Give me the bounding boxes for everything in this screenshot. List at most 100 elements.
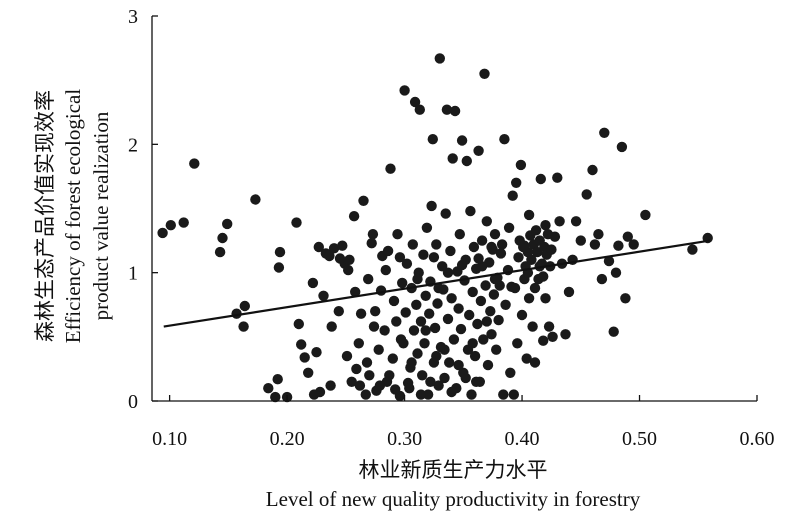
data-point	[341, 350, 353, 362]
data-point	[250, 194, 261, 205]
data-point	[516, 309, 528, 321]
data-point	[461, 155, 472, 167]
data-point	[442, 313, 454, 325]
data-point	[446, 293, 457, 304]
data-point	[367, 229, 379, 240]
data-point	[214, 246, 226, 258]
data-point	[325, 380, 336, 391]
data-point	[460, 372, 471, 384]
data-point	[448, 334, 460, 345]
data-point	[415, 316, 427, 327]
data-point	[368, 321, 380, 332]
data-point	[346, 376, 357, 387]
data-point	[512, 338, 523, 349]
y-tick-label: 0	[128, 391, 138, 413]
data-point	[414, 104, 425, 115]
data-point	[535, 173, 546, 185]
points-layer	[157, 53, 713, 403]
data-point	[380, 264, 391, 276]
data-point	[442, 267, 454, 278]
data-point	[318, 290, 329, 301]
data-point	[397, 277, 408, 289]
data-point	[511, 177, 522, 188]
data-point	[505, 367, 516, 378]
data-point	[465, 205, 476, 217]
data-point	[293, 318, 304, 330]
data-point	[529, 357, 541, 368]
data-point	[486, 329, 497, 340]
data-point	[390, 384, 401, 395]
y-tick-label: 3	[128, 6, 138, 28]
data-point	[622, 231, 633, 242]
data-point	[406, 357, 417, 368]
data-point	[361, 357, 373, 368]
data-point	[640, 209, 651, 221]
data-point	[549, 231, 561, 242]
data-point	[418, 249, 429, 260]
data-point	[337, 240, 348, 251]
data-point	[468, 241, 480, 253]
data-point	[404, 383, 415, 394]
data-point	[415, 389, 427, 400]
data-point	[473, 145, 484, 156]
data-point	[303, 367, 314, 378]
data-point	[493, 314, 504, 326]
data-point	[515, 159, 527, 171]
data-point	[425, 376, 436, 387]
data-point	[456, 135, 468, 146]
data-point	[481, 216, 492, 227]
x-tick-label: 0.60	[740, 428, 775, 450]
data-point	[475, 295, 487, 307]
data-point	[546, 244, 557, 255]
data-point	[467, 338, 478, 349]
data-point	[599, 127, 610, 138]
data-point	[366, 238, 377, 249]
data-point	[299, 352, 310, 363]
data-point	[478, 334, 489, 345]
data-point	[519, 240, 530, 251]
data-point	[358, 195, 369, 206]
data-point	[469, 350, 481, 362]
data-point	[552, 172, 563, 183]
data-point	[613, 240, 624, 251]
data-point	[334, 253, 346, 264]
data-point	[538, 335, 549, 346]
data-point	[433, 380, 444, 391]
data-point	[575, 235, 586, 246]
data-point	[424, 308, 435, 319]
data-point	[479, 68, 490, 80]
y-axis-title-en-line2: product value realization	[89, 111, 113, 320]
data-point	[441, 104, 453, 115]
data-point	[444, 357, 455, 368]
data-point	[446, 386, 457, 398]
data-point	[291, 217, 302, 228]
data-point	[499, 134, 510, 145]
data-point	[543, 321, 555, 332]
data-point	[496, 239, 508, 250]
data-point	[506, 281, 517, 292]
data-point	[540, 220, 551, 231]
data-point	[455, 323, 467, 335]
data-point	[333, 306, 344, 317]
data-point	[326, 321, 337, 332]
data-point	[500, 299, 511, 310]
data-point	[489, 229, 501, 240]
data-point	[503, 222, 515, 233]
data-point	[527, 321, 538, 332]
data-point	[394, 252, 406, 263]
data-point	[392, 229, 403, 240]
data-point	[620, 293, 631, 304]
data-point	[351, 363, 362, 375]
data-point	[399, 85, 410, 96]
data-point	[433, 282, 444, 294]
data-point	[344, 254, 355, 265]
data-point	[431, 239, 442, 250]
data-point	[445, 245, 456, 257]
data-point	[507, 190, 518, 201]
data-point	[391, 316, 402, 327]
data-point	[434, 53, 445, 64]
data-point	[560, 329, 571, 340]
x-axis-title-cn: 林业新质生产力水平	[359, 458, 548, 482]
x-tick-label: 0.50	[622, 428, 657, 450]
data-point	[353, 338, 364, 349]
